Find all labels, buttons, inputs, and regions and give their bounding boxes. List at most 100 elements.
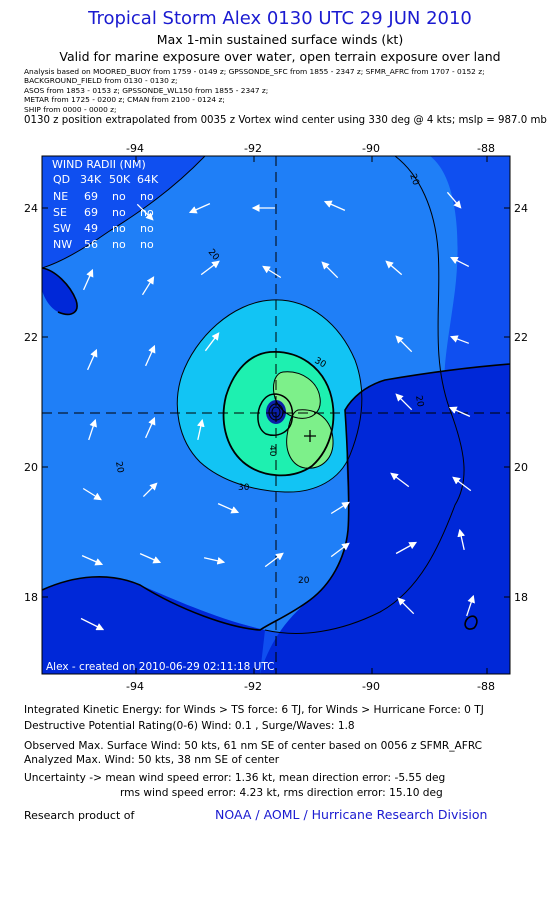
contour-50kt <box>273 371 321 419</box>
wind-radii-title: WIND RADII (NM) <box>52 158 146 171</box>
wind-vector-arrow <box>196 418 205 441</box>
wind-radii-table: WIND RADII (NM) QD 34K 50K 64K NE 69 no … <box>52 158 159 251</box>
wind-vector-arrow <box>87 348 98 371</box>
wind-radii-quadrant: NE <box>53 190 68 203</box>
wind-vector-arrow <box>217 503 240 514</box>
wind-vector-arrow <box>395 541 418 555</box>
wind-vector-arrow <box>83 268 94 291</box>
wind-vector-arrow <box>330 542 350 558</box>
analysis-line: ASOS from 1853 - 0153 z; GPSSONDE_WL150 … <box>24 85 269 95</box>
coastline-yucatan <box>42 363 510 631</box>
land-yucatan <box>260 364 510 674</box>
coastline-west <box>42 267 78 316</box>
wind-vector-arrow <box>321 261 339 279</box>
lat-tick-right: 18 <box>514 591 528 604</box>
wind-radii-header-qd: QD <box>53 173 70 186</box>
wind-vector-arrow <box>204 332 220 352</box>
wind-vector-arrow <box>397 597 415 615</box>
wind-radii-quadrant: NW <box>53 238 72 251</box>
lat-tick-left: 18 <box>24 591 38 604</box>
wind-radii-34k: 56 <box>84 238 98 251</box>
observed-max-wind: Observed Max. Surface Wind: 50 kts, 61 n… <box>24 740 483 752</box>
lat-tick-right: 24 <box>514 202 528 215</box>
wind-vector-arrow <box>82 487 102 501</box>
wind-radii-50k: no <box>112 206 126 219</box>
wind-vector-arrow <box>81 555 104 566</box>
contour-30kt <box>176 299 363 493</box>
wind-radii-34k: 69 <box>84 206 98 219</box>
wind-vector-arrow <box>450 257 470 267</box>
lat-tick-right: 20 <box>514 461 528 474</box>
wind-vector-arrow <box>139 553 162 564</box>
lon-tick-bottom: -90 <box>362 680 380 693</box>
analysis-line: BACKGROUND_FIELD from 0130 - 0130 z; <box>24 76 178 86</box>
lat-tick-right: 22 <box>514 331 528 344</box>
wind-radii-50k: no <box>112 222 126 235</box>
contour-20kt <box>42 156 206 269</box>
wind-vector-arrow <box>385 260 403 276</box>
uncertainty-mean: Uncertainty -> mean wind speed error: 1.… <box>24 772 446 784</box>
subtitle: Max 1-min sustained surface winds (kt) <box>156 32 404 47</box>
lon-tick-top: -90 <box>362 142 380 155</box>
contour-40kt <box>222 351 335 477</box>
analyzed-max-wind: Analyzed Max. Wind: 50 kts, 38 nm SE of … <box>24 754 280 766</box>
lat-tick-left: 24 <box>24 202 38 215</box>
wind-field-map: 20 20 20 20 30 30 40 20 WIND RADII (NM) … <box>24 142 528 693</box>
analysis-sources: Analysis based on MOORED_BUOY from 1759 … <box>24 67 485 114</box>
lon-tick-top: -94 <box>126 142 144 155</box>
page-title: Tropical Storm Alex 0130 UTC 29 JUN 2010 <box>88 8 472 29</box>
land-west-sliver <box>42 268 78 315</box>
wind-vector-arrow <box>136 203 154 221</box>
map-creation-stamp: Alex - created on 2010-06-29 02:11:18 UT… <box>46 661 274 673</box>
wind-vector-arrow <box>395 393 413 411</box>
wind-vector-arrow <box>448 406 471 417</box>
validity-note: Valid for marine exposure over water, op… <box>59 49 501 64</box>
wind-vector-arrow <box>323 200 346 211</box>
contour-label: 20 <box>407 173 420 187</box>
wind-vector-arrow <box>145 416 156 439</box>
wind-radii-64k: no <box>140 190 154 203</box>
wind-radii-quadrant: SE <box>53 206 67 219</box>
position-extrapolation: 0130 z position extrapolated from 0035 z… <box>24 115 547 126</box>
wind-vector-arrow <box>141 276 155 296</box>
noaa-aoml-link[interactable]: NOAA / AOML / Hurricane Research Divisio… <box>215 807 488 822</box>
wind-radii-50k: no <box>112 238 126 251</box>
contour-50kt <box>286 409 334 469</box>
wind-radii-50k: no <box>112 190 126 203</box>
wind-vector-arrow <box>390 472 410 488</box>
contour-label: 40 <box>267 445 277 457</box>
wind-vector-arrow <box>457 528 466 551</box>
lon-tick-bottom: -92 <box>244 680 262 693</box>
wind-vector-arrow <box>203 556 226 565</box>
research-product-label: Research product of <box>24 809 135 822</box>
uncertainty-rms: rms wind speed error: 4.23 kt, rms direc… <box>120 787 443 799</box>
wind-radii-64k: no <box>140 238 154 251</box>
wind-vector-arrow <box>449 335 470 344</box>
contour-label: 20 <box>298 576 310 586</box>
wind-zone-50kt <box>273 371 321 419</box>
max-wind-marker <box>304 430 316 442</box>
wind-radii-34k: 69 <box>84 190 98 203</box>
wind-vector-arrow <box>395 335 413 353</box>
coastline-island <box>464 615 478 630</box>
wind-radii-header-34k: 34K <box>80 173 102 186</box>
lat-tick-left: 20 <box>24 461 38 474</box>
wind-vector-arrow <box>188 203 211 214</box>
lon-tick-bottom: -88 <box>477 680 495 693</box>
analysis-line: SHIP from 0000 - 0000 z; <box>24 104 117 114</box>
wind-vector-arrow <box>80 617 105 631</box>
lat-tick-left: 22 <box>24 331 38 344</box>
wind-radii-64k: no <box>140 206 154 219</box>
wind-vector-arrow <box>142 482 158 498</box>
ike-summary: Integrated Kinetic Energy: for Winds > T… <box>24 704 484 716</box>
land-mexico-south <box>42 576 265 674</box>
analysis-line: METAR from 1725 - 0200 z; CMAN from 2100… <box>24 95 225 105</box>
wind-radii-64k: no <box>140 222 154 235</box>
wind-radii-header-64k: 64K <box>137 173 159 186</box>
wind-vector-arrow <box>330 501 350 515</box>
contour-label: 20 <box>413 395 425 408</box>
wind-vector-arrow <box>200 260 220 276</box>
wind-radii-header-50k: 50K <box>109 173 131 186</box>
analysis-line: Analysis based on MOORED_BUOY from 1759 … <box>24 67 485 76</box>
wind-radii-34k: 49 <box>84 222 98 235</box>
